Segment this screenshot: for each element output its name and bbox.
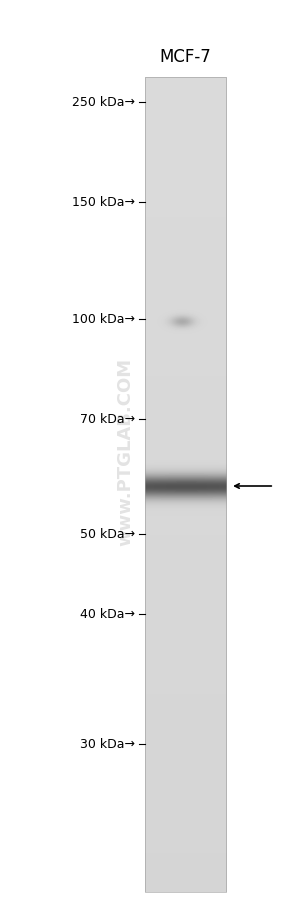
Text: 100 kDa→: 100 kDa→ [72,313,135,327]
Text: MCF-7: MCF-7 [160,48,211,66]
Text: 50 kDa→: 50 kDa→ [80,528,135,541]
Text: 70 kDa→: 70 kDa→ [80,413,135,426]
Text: 30 kDa→: 30 kDa→ [80,738,135,750]
Bar [145,78,226,892]
Text: 150 kDa→: 150 kDa→ [72,197,135,209]
Text: 40 kDa→: 40 kDa→ [80,608,135,621]
Text: www.PTGLAB.COM: www.PTGLAB.COM [116,357,134,545]
Text: 250 kDa→: 250 kDa→ [72,97,135,109]
